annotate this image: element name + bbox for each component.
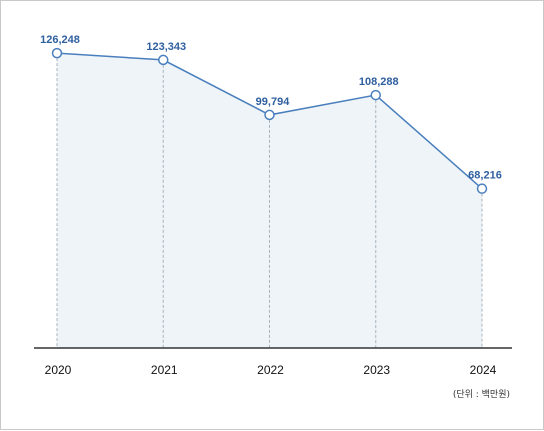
data-label-2021: 123,343 — [146, 41, 186, 53]
unit-note: (단위 : 백만원) — [452, 390, 510, 400]
x-tick-layer: 2020 2021 2022 2023 2024 — [45, 363, 497, 377]
data-label-layer: 126,248 123,343 99,794 108,288 68,216 — [40, 34, 502, 182]
data-point-2022 — [264, 109, 275, 121]
dropline-layer — [56, 53, 483, 348]
x-tick-label-2020: 2020 — [45, 363, 72, 377]
data-point-2024 — [476, 183, 488, 194]
data-label-2020: 126,248 — [40, 34, 80, 46]
data-point-2023 — [370, 89, 381, 101]
point-layer — [51, 47, 488, 194]
data-point-2020 — [51, 47, 63, 59]
x-tick-label-2023: 2023 — [363, 363, 390, 377]
data-label-2024: 68,216 — [468, 170, 502, 182]
data-label-2022: 99,794 — [256, 96, 291, 108]
data-label-2023: 108,288 — [359, 76, 399, 88]
x-tick-label-2024: 2024 — [470, 363, 497, 377]
x-tick-label-2022: 2022 — [257, 363, 284, 377]
x-tick-label-2021: 2021 — [151, 363, 178, 377]
data-point-2021 — [158, 54, 169, 66]
